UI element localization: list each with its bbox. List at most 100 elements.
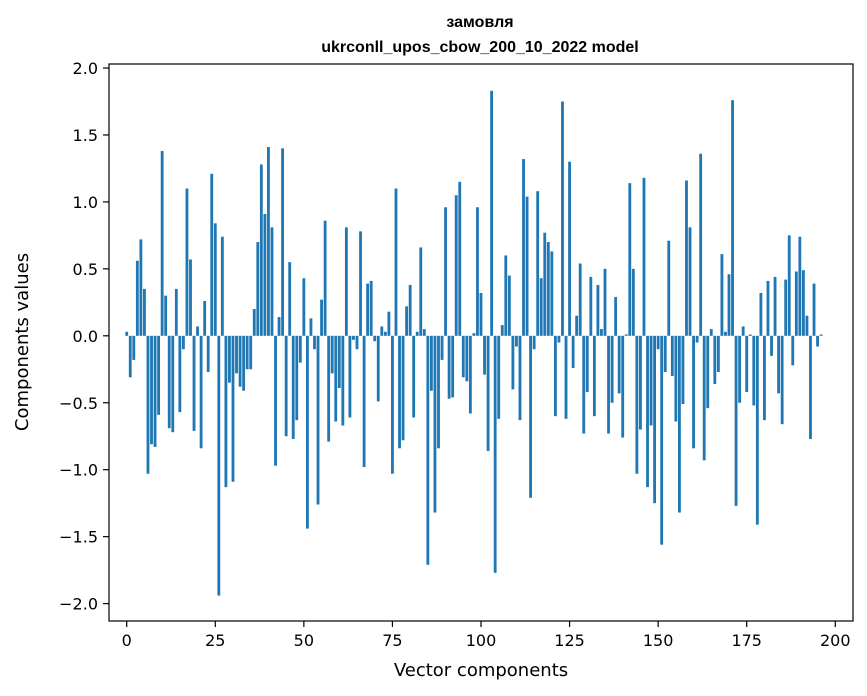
bar xyxy=(380,326,384,336)
bar xyxy=(401,335,405,441)
bar xyxy=(150,335,153,445)
bar xyxy=(763,335,766,421)
bar xyxy=(543,232,547,336)
bar xyxy=(780,335,784,425)
bar xyxy=(206,335,210,372)
bar xyxy=(564,335,568,419)
bar xyxy=(394,188,398,336)
bar xyxy=(192,335,196,431)
bar xyxy=(631,268,635,336)
bar xyxy=(522,159,525,336)
bar xyxy=(667,240,671,336)
bar xyxy=(373,335,377,342)
bar xyxy=(412,335,416,418)
bar xyxy=(525,196,529,336)
bar xyxy=(259,164,263,336)
bar xyxy=(305,335,309,529)
bar xyxy=(178,335,182,413)
bar xyxy=(185,188,189,336)
bar xyxy=(674,335,678,422)
bar xyxy=(610,335,614,403)
bar xyxy=(362,335,366,468)
bar xyxy=(415,331,419,336)
bar xyxy=(277,317,281,336)
bar xyxy=(220,236,224,336)
bar xyxy=(575,315,579,336)
bar xyxy=(766,280,770,336)
bar xyxy=(320,299,323,336)
bar xyxy=(249,335,253,370)
bar xyxy=(426,335,430,565)
bar xyxy=(143,288,146,336)
bar xyxy=(337,335,341,389)
bar xyxy=(777,335,781,394)
bar xyxy=(734,335,738,506)
bar xyxy=(437,335,440,449)
bar xyxy=(245,335,249,370)
bar xyxy=(582,335,586,434)
bar xyxy=(529,335,533,498)
bar xyxy=(692,335,695,449)
x-tick-label: 50 xyxy=(294,631,314,650)
bar xyxy=(738,335,742,403)
bar xyxy=(539,278,543,336)
bar xyxy=(458,181,462,336)
bar xyxy=(128,335,132,378)
bar xyxy=(157,335,161,415)
bar xyxy=(568,161,571,336)
bar xyxy=(366,283,370,336)
bar xyxy=(628,183,632,336)
bar xyxy=(642,177,646,336)
bar xyxy=(398,335,401,449)
bar xyxy=(472,333,476,336)
bar xyxy=(507,275,511,336)
bar xyxy=(688,227,692,336)
bar xyxy=(274,335,277,466)
bar xyxy=(585,335,589,393)
bar xyxy=(724,331,727,336)
bar xyxy=(429,335,433,391)
bar xyxy=(646,335,649,488)
bar xyxy=(391,335,394,474)
bar xyxy=(741,326,745,336)
bar xyxy=(171,335,175,433)
bar xyxy=(263,213,267,336)
bar xyxy=(316,335,320,505)
bar xyxy=(649,335,653,426)
bar xyxy=(281,148,285,336)
y-tick-label: 0.0 xyxy=(73,327,98,346)
bar xyxy=(816,335,819,347)
y-axis-ticks: 2.0 1.5 1.0 0.5 0.0 −0.5 −1.0 −1.5 −2.0 xyxy=(59,59,109,614)
bar xyxy=(302,278,306,336)
bar xyxy=(224,335,228,488)
bar xyxy=(125,331,129,336)
x-tick-label: 150 xyxy=(643,631,674,650)
bar xyxy=(702,335,706,461)
bar xyxy=(731,100,734,336)
bar xyxy=(284,335,288,437)
bar xyxy=(504,255,508,336)
bar xyxy=(798,236,802,336)
bar xyxy=(288,262,292,336)
bar xyxy=(146,335,150,474)
bar xyxy=(334,335,338,422)
bar xyxy=(231,335,235,482)
bar xyxy=(242,335,246,391)
bar xyxy=(447,335,451,399)
bar xyxy=(670,335,674,376)
bar xyxy=(256,242,260,336)
bar xyxy=(748,334,752,336)
bar xyxy=(571,335,575,368)
bar xyxy=(805,315,809,336)
chart-subtitle: ukrconll_upos_cbow_200_10_2022 model xyxy=(321,39,638,56)
bar xyxy=(344,227,348,336)
bar xyxy=(624,334,628,336)
bar xyxy=(348,335,352,418)
x-tick-label: 200 xyxy=(820,631,851,650)
bar xyxy=(181,335,185,350)
bar xyxy=(330,335,334,374)
bar xyxy=(809,335,812,439)
bar xyxy=(468,335,472,414)
bar xyxy=(677,335,681,513)
